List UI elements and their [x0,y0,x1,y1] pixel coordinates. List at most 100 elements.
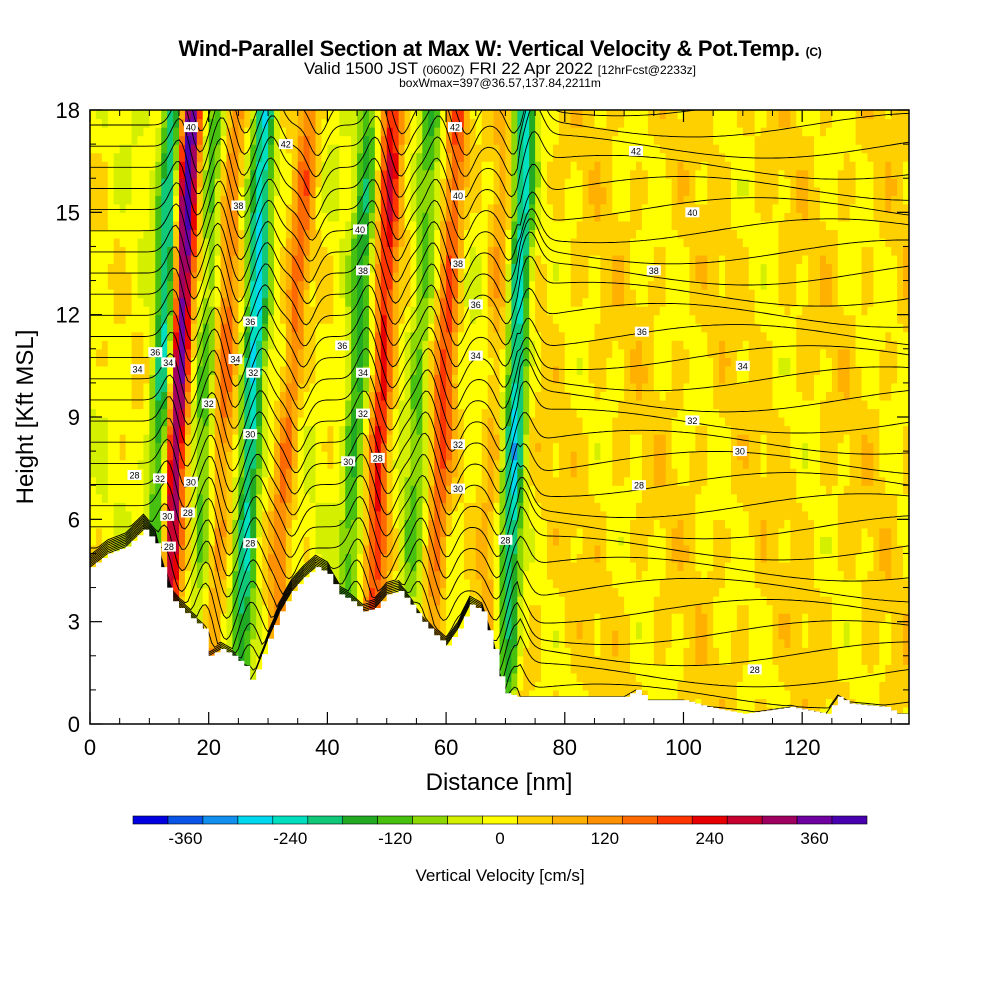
velocity-cell [903,280,909,290]
velocity-cell [879,382,892,393]
velocity-cell [90,289,115,299]
velocity-cell [333,434,340,444]
velocity-cell [208,161,216,171]
velocity-cell [440,297,447,307]
velocity-cell [469,306,483,316]
velocity-cell [173,459,180,469]
velocity-cell [357,527,364,537]
velocity-cell [285,493,293,503]
velocity-cell [457,365,495,375]
velocity-cell [268,493,275,503]
velocity-cell [214,408,222,418]
velocity-cell [428,596,435,606]
velocity-cell [517,417,524,427]
velocity-cell [351,331,358,341]
velocity-cell [552,144,613,154]
velocity-cell [879,442,904,452]
velocity-cell [748,374,774,384]
velocity-cell [428,451,435,461]
velocity-cell [707,434,732,444]
velocity-cell [641,570,667,580]
velocity-cell [327,459,334,469]
velocity-cell [268,544,275,555]
velocity-cell [244,340,251,350]
velocity-cell [505,391,512,401]
velocity-cell [778,246,839,256]
velocity-cell [386,519,394,529]
velocity-cell [256,434,263,444]
velocity-cell [315,280,334,290]
velocity-cell [552,579,613,589]
velocity-cell [90,314,115,324]
velocity-cell [457,340,489,350]
velocity-cell [748,527,762,537]
velocity-cell [641,161,667,171]
velocity-cell [446,536,465,546]
velocity-cell [357,297,364,307]
velocity-cell [238,544,245,555]
velocity-cell [351,289,358,299]
velocity-cell [196,178,204,188]
velocity-cell [873,186,886,196]
velocity-cell [618,408,679,418]
velocity-cell [374,357,382,367]
velocity-cell [179,289,186,299]
velocity-cell [440,323,447,333]
velocity-cell [695,493,738,503]
velocity-cell [564,613,596,623]
velocity-cell [113,186,133,196]
velocity-cell [707,186,732,196]
velocity-cell [535,212,542,222]
velocity-cell [748,655,774,665]
velocity-cell [671,451,691,461]
velocity-cell [131,297,145,307]
velocity-cell [754,195,780,205]
velocity-cell [380,434,388,444]
velocity-cell [321,442,334,452]
velocity-cell [469,212,489,222]
velocity-cell [167,493,174,503]
velocity-cell [363,485,370,495]
velocity-cell [517,314,524,324]
velocity-cell [398,536,406,546]
velocity-cell [897,493,909,503]
velocity-cell [457,272,465,282]
velocity-cell [558,323,596,333]
velocity-cell [303,340,317,350]
velocity-cell [131,306,150,316]
velocity-cell [380,476,388,486]
velocity-cell [161,289,168,299]
velocity-cell [434,246,441,256]
velocity-cell [202,314,216,324]
velocity-cell [374,553,382,563]
velocity-cell [790,698,803,708]
velocity-cell [374,510,382,520]
velocity-cell [285,246,293,256]
velocity-cell [849,212,874,222]
velocity-cell [457,331,489,341]
velocity-cell [903,169,909,179]
velocity-cell [256,289,263,299]
velocity-cell [161,553,168,563]
velocity-cell [434,331,441,341]
velocity-cell [570,468,578,478]
velocity-cell [179,331,186,341]
velocity-cell [713,527,732,537]
velocity-cell [291,323,299,333]
velocity-cell [220,553,228,563]
velocity-cell [279,169,293,179]
velocity-cell [463,451,483,461]
velocity-cell [95,348,109,358]
velocity-cell [226,485,234,495]
velocity-cell [161,263,168,273]
velocity-cell [630,246,655,256]
velocity-cell [363,434,370,444]
velocity-cell [511,604,518,614]
velocity-cell [339,468,346,478]
velocity-cell [143,442,150,452]
velocity-cell [659,587,720,597]
velocity-cell [588,357,607,367]
velocity-cell [903,442,909,452]
velocity-cell [351,434,358,444]
velocity-cell [368,178,376,188]
